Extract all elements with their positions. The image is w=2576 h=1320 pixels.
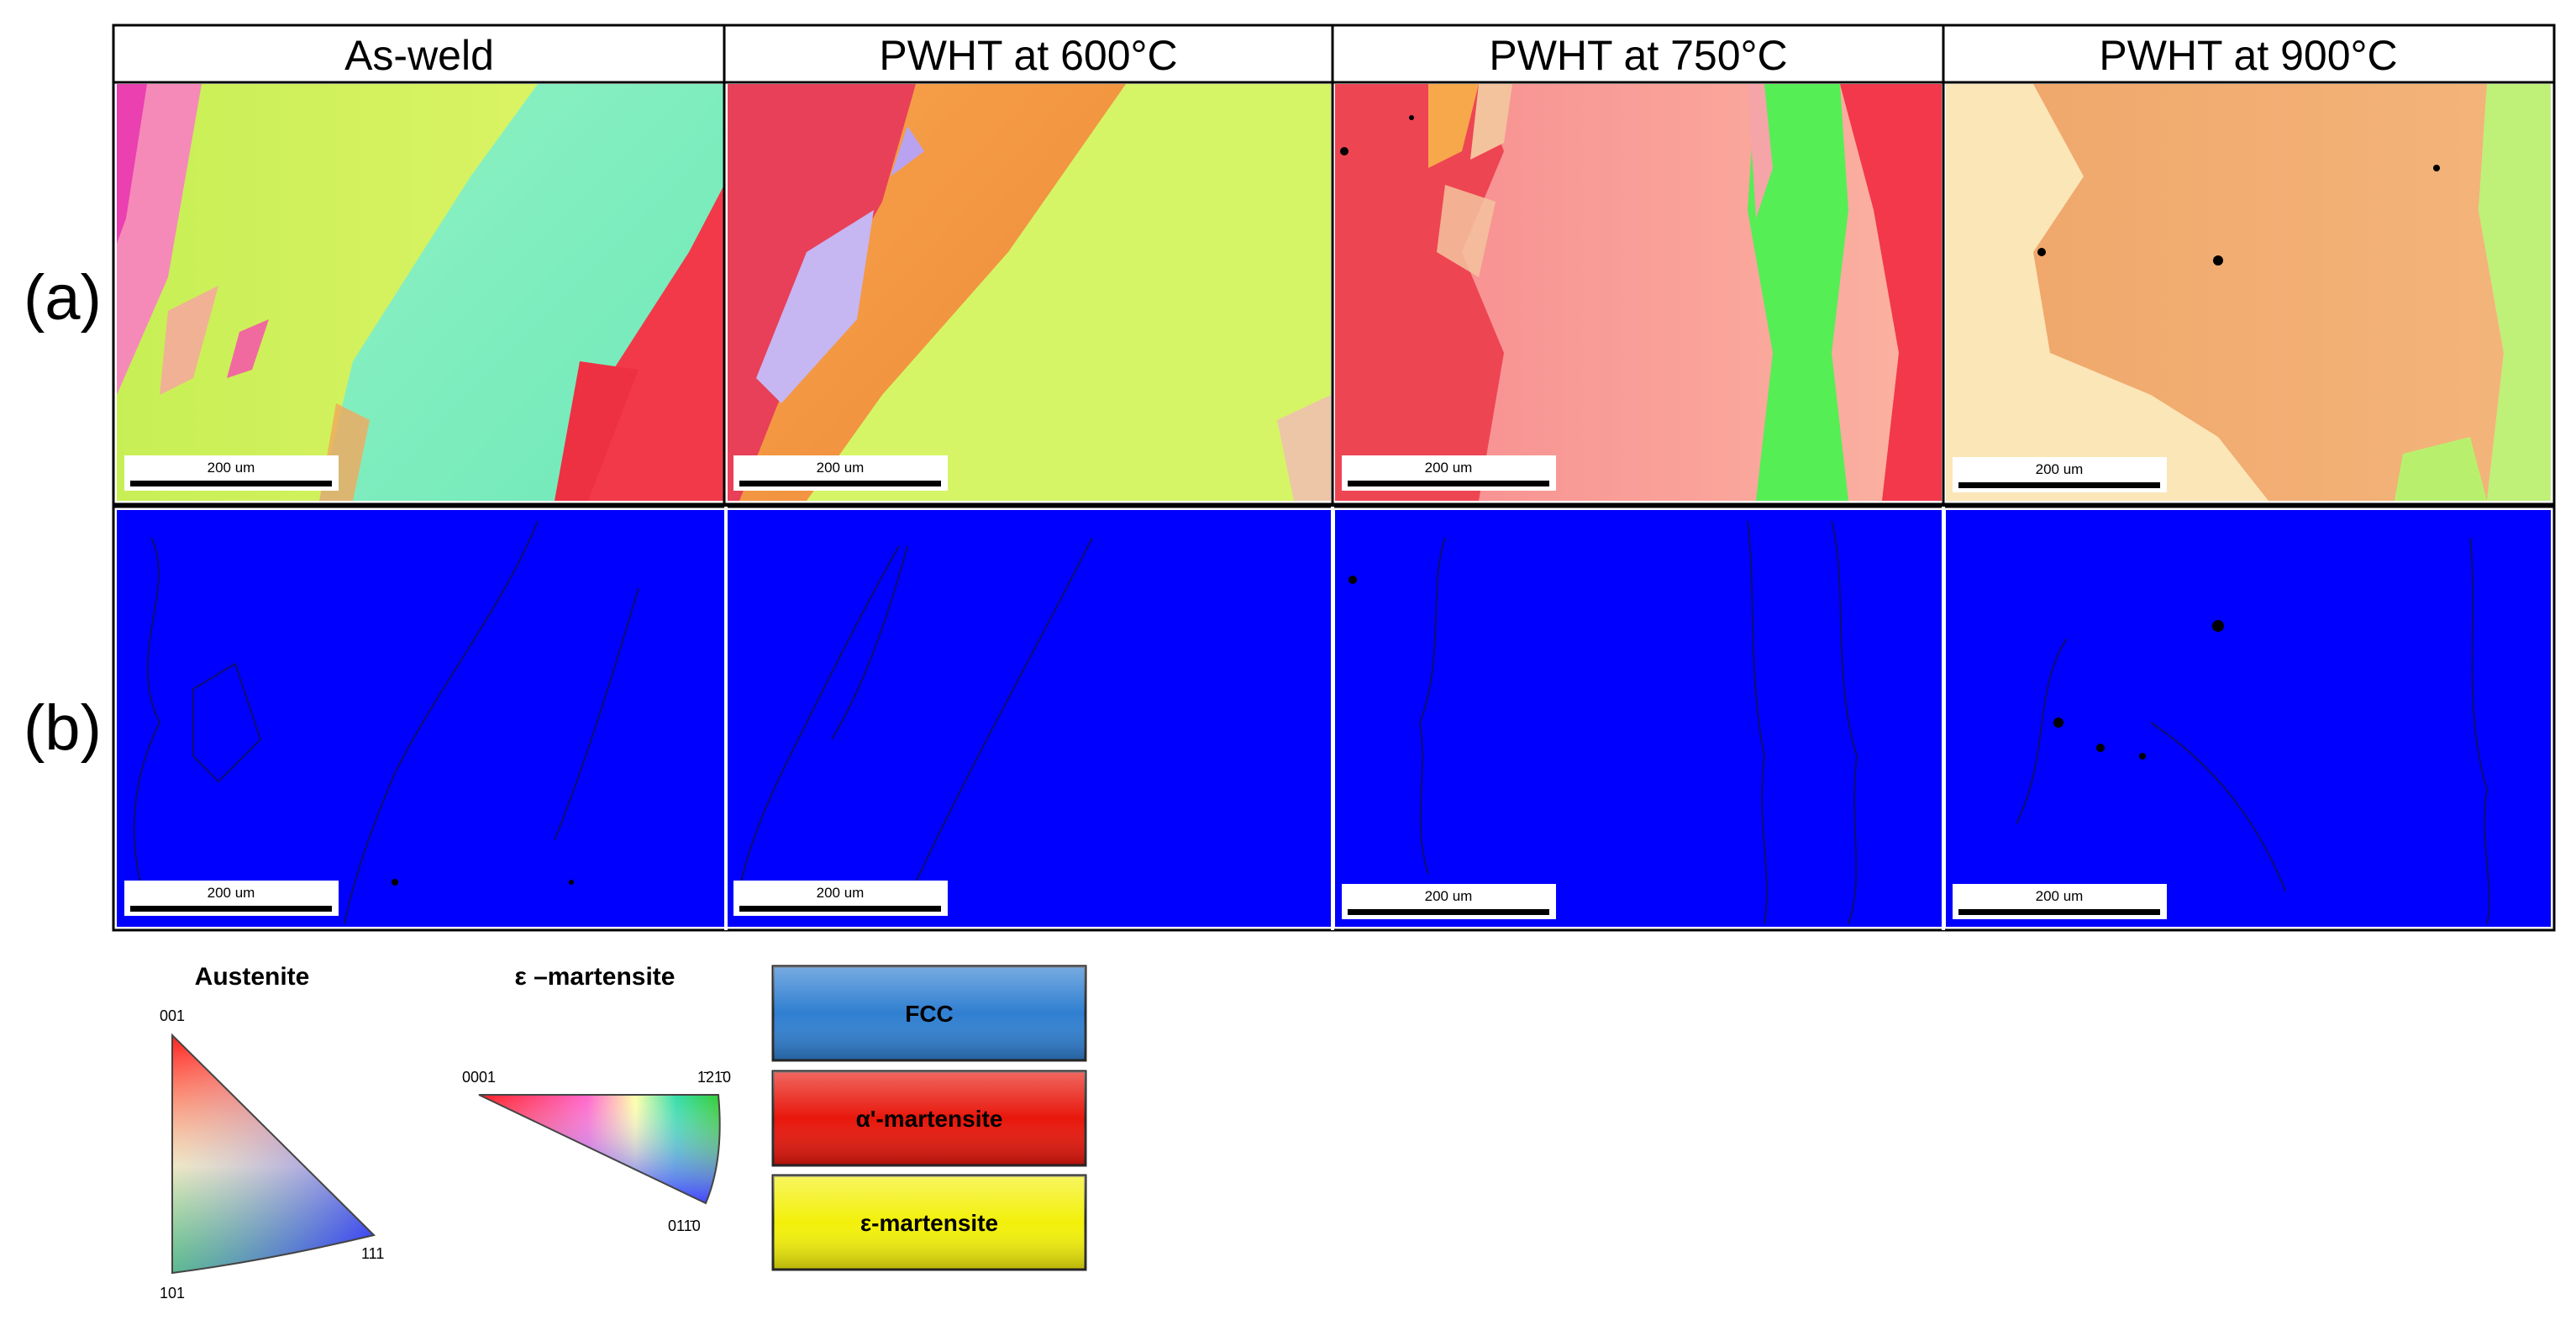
austenite-title: Austenite bbox=[195, 963, 310, 991]
column-label-pwht-750: PWHT at 750°C bbox=[1489, 32, 1787, 79]
scale-bar-b-2: 200 um bbox=[733, 881, 948, 916]
svg-text:0001: 0001 bbox=[462, 1069, 496, 1086]
svg-text:200 um: 200 um bbox=[2036, 888, 2084, 904]
phase-map-as-weld bbox=[117, 510, 724, 927]
ipf-map-pwht-900 bbox=[1946, 84, 2551, 501]
epsilon-ipf-legend: ε –martensite 0001 1̄21̄0 011̄0 bbox=[462, 963, 731, 1234]
phase-legend-alpha-martensite: α'-martensite bbox=[771, 1070, 1087, 1167]
phase-map-pwht-750 bbox=[1335, 510, 1942, 927]
svg-text:200 um: 200 um bbox=[2036, 461, 2084, 477]
phase-label-epsilon: ε-martensite bbox=[860, 1210, 998, 1236]
svg-text:200 um: 200 um bbox=[208, 885, 255, 901]
phase-map-pwht-900 bbox=[1946, 510, 2551, 927]
phase-label-alpha: α'-martensite bbox=[856, 1106, 1003, 1132]
austenite-ipf-legend: Austenite 001 101 111 bbox=[160, 963, 384, 1302]
svg-text:011̄0: 011̄0 bbox=[668, 1217, 701, 1234]
svg-text:001: 001 bbox=[160, 1007, 185, 1024]
scale-bar-b-3: 200 um bbox=[1342, 884, 1556, 919]
scale-bar-a-2: 200 um bbox=[733, 455, 948, 491]
scale-bar-b-1: 200 um bbox=[124, 881, 339, 916]
svg-text:111: 111 bbox=[361, 1245, 384, 1262]
row-label-b: (b) bbox=[24, 692, 102, 764]
scale-bar-a-4: 200 um bbox=[1953, 457, 2167, 492]
scale-bar-b-4: 200 um bbox=[1953, 884, 2167, 919]
svg-text:200 um: 200 um bbox=[817, 885, 865, 901]
ipf-map-as-weld bbox=[117, 84, 724, 501]
svg-text:200 um: 200 um bbox=[1425, 888, 1473, 904]
svg-text:1̄21̄0: 1̄21̄0 bbox=[697, 1069, 731, 1086]
column-label-pwht-900: PWHT at 900°C bbox=[2099, 32, 2397, 79]
svg-text:101: 101 bbox=[160, 1285, 185, 1302]
svg-text:200 um: 200 um bbox=[208, 460, 255, 476]
epsilon-title: ε –martensite bbox=[515, 963, 676, 991]
phase-legend-epsilon-martensite: ε-martensite bbox=[771, 1174, 1087, 1271]
scale-bar-a-3: 200 um bbox=[1342, 455, 1556, 491]
column-label-pwht-600: PWHT at 600°C bbox=[879, 32, 1177, 79]
ipf-map-pwht-600 bbox=[728, 84, 1331, 501]
phase-label-fcc: FCC bbox=[905, 1001, 954, 1027]
phase-map-pwht-600 bbox=[728, 510, 1331, 927]
scale-bar-a-1: 200 um bbox=[124, 455, 339, 491]
svg-text:200 um: 200 um bbox=[817, 460, 865, 476]
row-label-a: (a) bbox=[24, 262, 102, 334]
svg-text:200 um: 200 um bbox=[1425, 460, 1473, 476]
phase-legend-fcc: FCC bbox=[771, 965, 1087, 1062]
column-label-as-weld: As-weld bbox=[344, 32, 494, 79]
ipf-map-pwht-750 bbox=[1335, 84, 1942, 501]
